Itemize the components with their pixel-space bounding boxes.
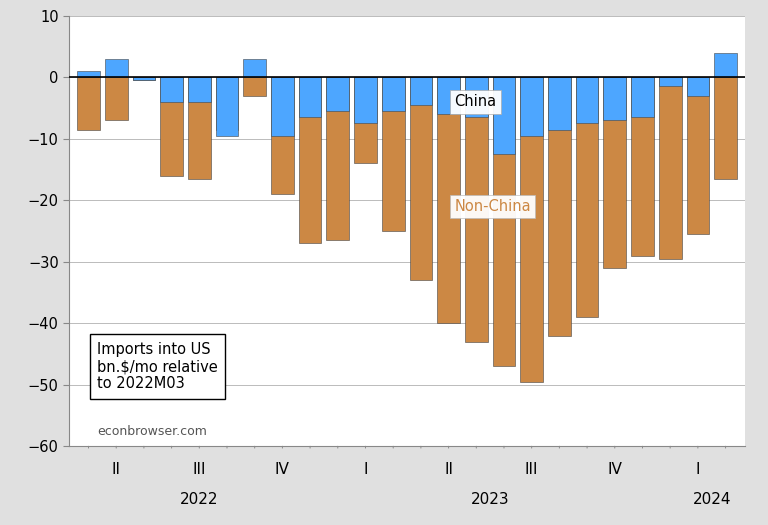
Bar [631, 77, 654, 256]
Bar [492, 77, 515, 154]
Bar [299, 77, 322, 117]
Bar [382, 77, 405, 231]
Text: IV: IV [607, 461, 622, 477]
Bar [105, 77, 127, 120]
Bar [409, 77, 432, 280]
Bar [631, 77, 654, 117]
Bar [521, 77, 543, 135]
Bar [133, 77, 155, 80]
Bar [437, 77, 460, 114]
Bar [354, 77, 377, 163]
Bar [714, 52, 737, 77]
Text: II: II [111, 461, 121, 477]
Bar [604, 77, 626, 268]
Bar [409, 77, 432, 105]
Bar [161, 77, 183, 176]
Bar [659, 77, 681, 87]
Text: 2023: 2023 [471, 492, 509, 507]
Text: II: II [444, 461, 453, 477]
Bar [216, 77, 238, 130]
Bar [548, 77, 571, 130]
Text: IV: IV [275, 461, 290, 477]
Bar [77, 71, 100, 77]
Bar [326, 77, 349, 111]
Text: 2022: 2022 [180, 492, 219, 507]
Text: Imports into US
bn.$/mo relative
to 2022M03: Imports into US bn.$/mo relative to 2022… [97, 342, 217, 392]
Bar [326, 77, 349, 240]
Bar [105, 59, 127, 77]
Bar [188, 77, 210, 178]
Text: 2024: 2024 [693, 492, 731, 507]
Bar [133, 77, 155, 80]
Bar [243, 59, 266, 77]
Text: econbrowser.com: econbrowser.com [97, 425, 207, 438]
Bar [271, 77, 293, 135]
Bar [271, 77, 293, 194]
Bar [521, 77, 543, 382]
Bar [687, 77, 709, 96]
Bar [243, 77, 266, 96]
Bar [382, 77, 405, 111]
Bar [465, 77, 488, 117]
Bar [604, 77, 626, 120]
Text: I: I [363, 461, 368, 477]
Bar [576, 77, 598, 123]
Text: III: III [193, 461, 206, 477]
Text: I: I [696, 461, 700, 477]
Bar [437, 77, 460, 323]
Text: China: China [454, 94, 496, 109]
Text: III: III [525, 461, 538, 477]
Bar [299, 77, 322, 243]
Bar [714, 77, 737, 178]
Bar [548, 77, 571, 335]
Bar [492, 77, 515, 366]
Bar [77, 77, 100, 130]
Bar [659, 77, 681, 259]
Bar [576, 77, 598, 317]
Bar [188, 77, 210, 102]
Bar [687, 77, 709, 234]
Text: Non-China: Non-China [454, 199, 531, 214]
Bar [216, 77, 238, 135]
Bar [465, 77, 488, 342]
Bar [161, 77, 183, 102]
Bar [354, 77, 377, 123]
